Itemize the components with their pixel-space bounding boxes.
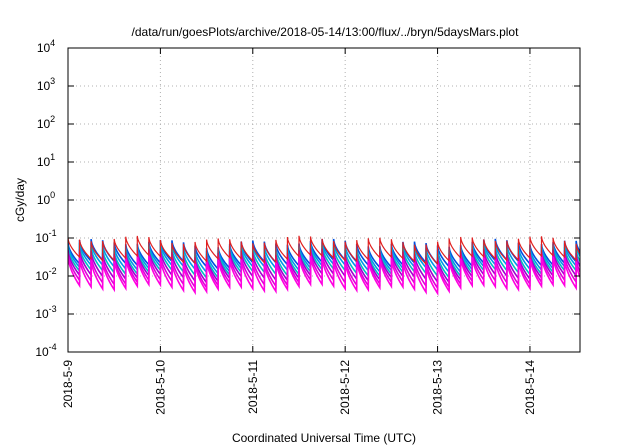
y-tick-label: 10-4	[35, 342, 56, 359]
y-tick-label: 10-3	[35, 304, 56, 321]
x-axis-label: Coordinated Universal Time (UTC)	[232, 431, 416, 445]
y-tick-label: 100	[37, 190, 55, 207]
y-tick-label: 101	[37, 152, 55, 169]
x-tick-label: 2018-5-11	[246, 360, 260, 414]
y-axis: 10-4 10-3 10-2 10-1 100 101 102 103 104	[35, 38, 580, 359]
y-tick-label: 102	[37, 114, 55, 131]
series-line	[68, 235, 580, 266]
x-tick-label: 2018-5-13	[431, 360, 445, 415]
x-tick-label: 2018-5-12	[338, 360, 352, 415]
x-axis: 2018-5-9 2018-5-10 2018-5-11 2018-5-12 2018-…	[61, 48, 537, 415]
y-tick-label: 10-1	[35, 228, 56, 245]
y-tick-label: 10-2	[35, 266, 56, 283]
grid	[68, 48, 580, 352]
x-tick-label: 2018-5-9	[61, 360, 75, 408]
y-tick-label: 103	[37, 76, 55, 93]
chart-title: /data/run/goesPlots/archive/2018-05-14/1…	[132, 25, 520, 39]
y-tick-label: 104	[37, 38, 55, 55]
x-tick-label: 2018-5-14	[523, 360, 537, 415]
y-axis-label: cGy/day	[13, 178, 27, 222]
data-series	[68, 235, 580, 297]
series-line	[68, 254, 580, 297]
x-tick-label: 2018-5-10	[153, 360, 167, 415]
